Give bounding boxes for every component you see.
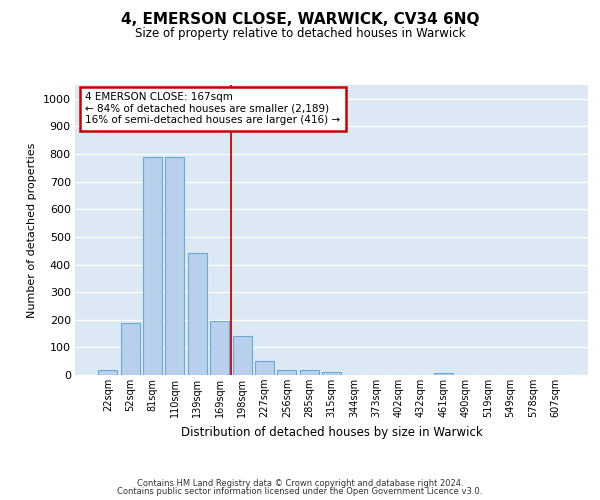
Bar bbox=[233, 336, 251, 375]
Bar bbox=[166, 157, 184, 375]
Bar bbox=[277, 370, 296, 375]
Bar bbox=[255, 361, 274, 375]
Text: Size of property relative to detached houses in Warwick: Size of property relative to detached ho… bbox=[135, 28, 465, 40]
X-axis label: Distribution of detached houses by size in Warwick: Distribution of detached houses by size … bbox=[181, 426, 482, 438]
Bar bbox=[299, 370, 319, 375]
Bar bbox=[210, 321, 229, 375]
Bar bbox=[143, 157, 162, 375]
Y-axis label: Number of detached properties: Number of detached properties bbox=[27, 142, 37, 318]
Text: Contains HM Land Registry data © Crown copyright and database right 2024.: Contains HM Land Registry data © Crown c… bbox=[137, 478, 463, 488]
Text: 4 EMERSON CLOSE: 167sqm
← 84% of detached houses are smaller (2,189)
16% of semi: 4 EMERSON CLOSE: 167sqm ← 84% of detache… bbox=[85, 92, 340, 126]
Bar bbox=[188, 254, 207, 375]
Text: Contains public sector information licensed under the Open Government Licence v3: Contains public sector information licen… bbox=[118, 487, 482, 496]
Text: 4, EMERSON CLOSE, WARWICK, CV34 6NQ: 4, EMERSON CLOSE, WARWICK, CV34 6NQ bbox=[121, 12, 479, 28]
Bar bbox=[121, 322, 140, 375]
Bar bbox=[322, 372, 341, 375]
Bar bbox=[434, 373, 453, 375]
Bar bbox=[98, 370, 118, 375]
